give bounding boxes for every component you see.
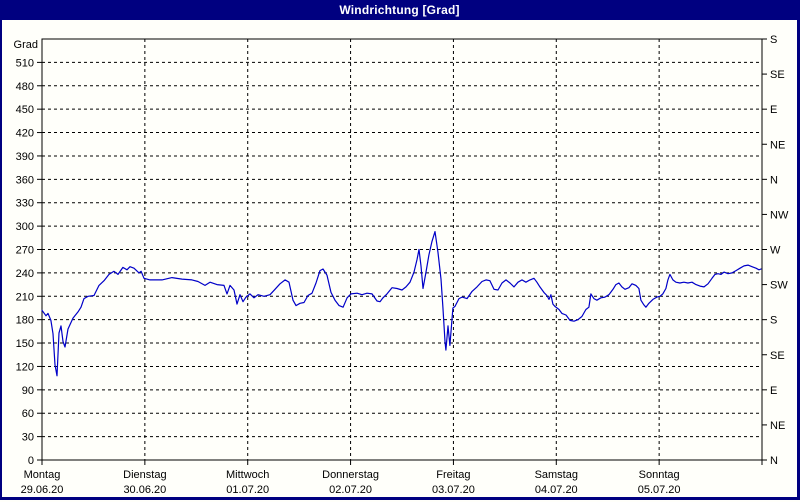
title-bar: Windrichtung [Grad] [2,0,797,20]
y-axis-tick-label: 390 [16,151,34,163]
date-label: 30.06.20 [123,484,166,496]
compass-tick-label: E [770,104,777,116]
y-axis-tick-label: 510 [16,57,34,69]
y-axis-tick-label: 270 [16,245,34,257]
compass-tick-label: NW [770,209,789,221]
day-label: Samstag [535,469,578,481]
compass-tick-label: NE [770,139,785,151]
y-axis-tick-label: 180 [16,315,34,327]
compass-tick-label: N [770,174,778,186]
compass-tick-label: S [770,315,777,327]
y-axis-tick-label: 480 [16,81,34,93]
day-label: Dienstag [123,469,166,481]
y-axis-tick-label: 300 [16,221,34,233]
y-axis-tick-label: 240 [16,268,34,280]
date-label: 29.06.20 [21,484,64,496]
day-label: Sonntag [639,469,680,481]
compass-tick-label: S [770,34,777,46]
date-label: 05.07.20 [638,484,681,496]
wind-direction-line [41,231,762,377]
compass-tick-label: N [770,455,778,467]
day-label: Freitag [436,469,470,481]
y-axis-tick-label: 330 [16,198,34,210]
y-axis-tick-label: 90 [22,385,34,397]
y-axis-tick-label: 210 [16,291,34,303]
wind-direction-chart: 0 30 60 90 120 150 180 210 240 270 300 330 360 390 420… [14,34,789,496]
compass-tick-label: W [770,245,781,257]
y-axis-tick-label: 150 [16,338,34,350]
compass-tick-label: SE [770,350,785,362]
day-label: Mittwoch [226,469,269,481]
date-label: 01.07.20 [226,484,269,496]
y-axis-tick-label: 450 [16,104,34,116]
y-axis-tick-label: 120 [16,361,34,373]
day-label: Montag [24,469,61,481]
compass-tick-label: SW [770,280,788,292]
y-axis-tick-label: 60 [22,408,34,420]
compass-tick-label: NE [770,420,785,432]
date-label: 03.07.20 [432,484,475,496]
compass-tick-label: E [770,385,777,397]
y-axis-tick-label: 360 [16,174,34,186]
y-axis-tick-label: 30 [22,432,34,444]
date-label: 02.07.20 [329,484,372,496]
day-label: Donnerstag [322,469,379,481]
date-label: 04.07.20 [535,484,578,496]
chart-area: 0 30 60 90 120 150 180 210 240 270 300 330 360 390 420… [2,20,797,497]
window-title: Windrichtung [Grad] [339,3,460,17]
y-axis-tick-label: 0 [28,455,34,467]
y-axis-caption: Grad [14,39,38,51]
compass-tick-label: SE [770,69,785,81]
y-axis-tick-label: 420 [16,128,34,140]
